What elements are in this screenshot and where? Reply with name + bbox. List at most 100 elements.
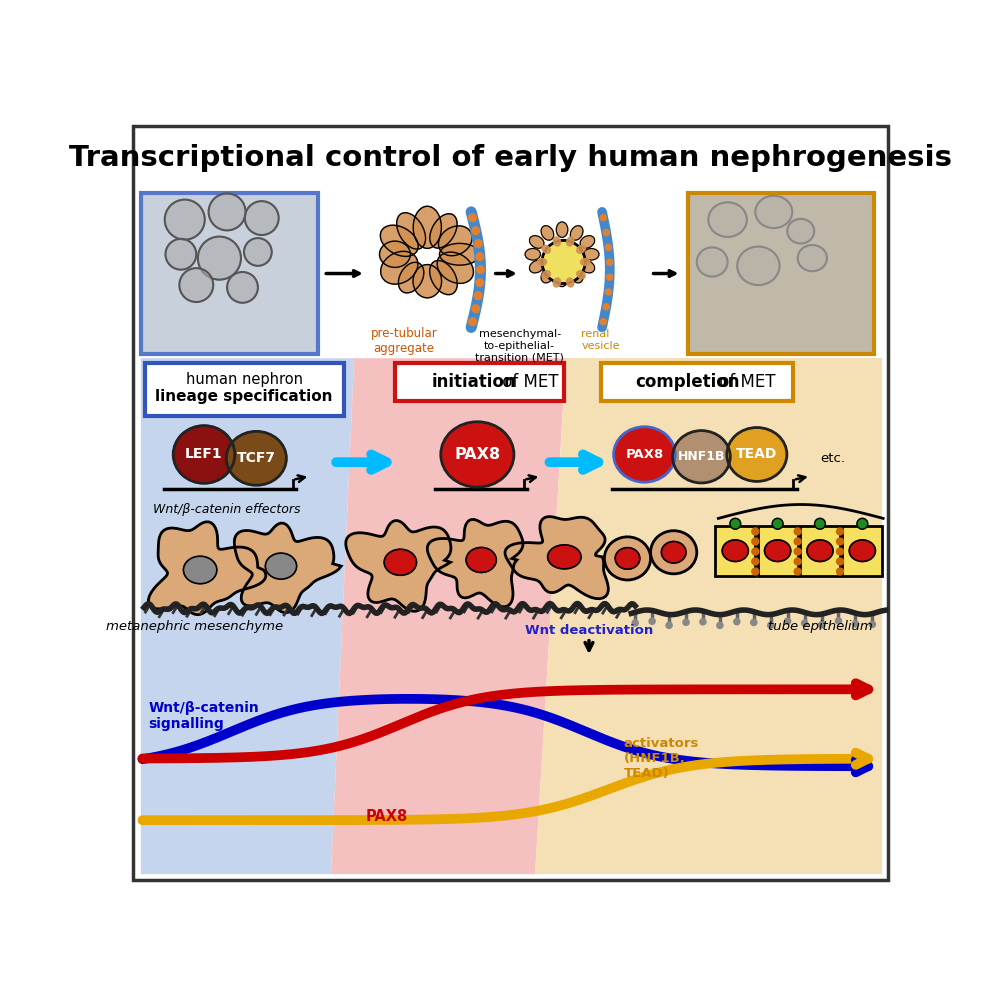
Text: PAX8: PAX8 [366,809,408,824]
Polygon shape [427,520,523,607]
Ellipse shape [765,540,791,562]
Circle shape [607,274,613,280]
Ellipse shape [581,259,590,266]
Ellipse shape [439,243,480,265]
Circle shape [179,268,213,302]
Ellipse shape [430,214,457,248]
Circle shape [794,538,801,545]
Ellipse shape [538,259,547,266]
Circle shape [604,229,610,236]
Ellipse shape [727,427,787,481]
FancyBboxPatch shape [800,526,840,576]
Circle shape [472,227,479,234]
FancyBboxPatch shape [758,526,798,576]
Circle shape [819,622,825,628]
Ellipse shape [755,196,792,228]
Ellipse shape [379,241,410,267]
Circle shape [853,621,859,626]
Circle shape [227,272,258,303]
Circle shape [476,266,484,274]
Ellipse shape [525,248,541,260]
Circle shape [837,548,844,555]
Ellipse shape [548,545,581,569]
Circle shape [666,622,672,628]
Ellipse shape [571,226,583,240]
Ellipse shape [697,247,728,277]
Polygon shape [140,359,355,874]
Ellipse shape [556,271,568,287]
Circle shape [785,619,791,624]
Circle shape [700,619,706,624]
Ellipse shape [466,548,496,573]
Ellipse shape [380,251,418,284]
Circle shape [469,318,476,326]
Ellipse shape [605,537,650,580]
Circle shape [794,558,801,565]
Ellipse shape [173,425,235,483]
Circle shape [601,214,607,221]
Text: of MET: of MET [714,374,775,391]
Circle shape [752,558,759,565]
Text: etc.: etc. [820,452,845,465]
Circle shape [815,518,826,529]
Text: LEF1: LEF1 [185,447,223,461]
Circle shape [604,304,610,310]
Text: Wnt deactivation: Wnt deactivation [525,623,653,637]
Text: renal
vesicle: renal vesicle [582,329,620,351]
Circle shape [683,620,689,625]
Circle shape [198,237,241,280]
Circle shape [476,279,484,287]
Circle shape [772,518,783,529]
Polygon shape [535,359,881,874]
Polygon shape [148,522,266,615]
FancyBboxPatch shape [715,526,755,576]
Ellipse shape [577,271,586,279]
Circle shape [606,244,612,250]
Ellipse shape [265,553,297,579]
Ellipse shape [183,556,217,584]
Ellipse shape [584,248,599,260]
Polygon shape [346,521,451,612]
Ellipse shape [807,540,833,562]
FancyBboxPatch shape [843,526,882,576]
Circle shape [542,240,585,284]
Circle shape [794,568,801,575]
Circle shape [857,518,868,529]
Ellipse shape [672,430,730,483]
Circle shape [649,619,655,624]
Ellipse shape [530,236,544,248]
Text: PAX8: PAX8 [454,447,500,462]
Circle shape [469,214,476,221]
Ellipse shape [384,549,416,576]
Bar [687,192,873,355]
Ellipse shape [541,268,554,283]
Ellipse shape [580,260,595,273]
Ellipse shape [616,548,639,569]
Text: human nephron: human nephron [185,373,303,387]
FancyBboxPatch shape [144,363,345,416]
Circle shape [768,622,774,628]
Circle shape [837,538,844,545]
Polygon shape [505,517,609,599]
Text: activators
(HNF1B,
TEAD): activators (HNF1B, TEAD) [623,737,699,780]
Circle shape [208,193,246,230]
Circle shape [245,201,279,235]
Ellipse shape [413,265,441,298]
Text: of MET: of MET [497,374,558,391]
Ellipse shape [577,245,586,253]
Circle shape [164,199,205,240]
Ellipse shape [787,219,814,243]
FancyBboxPatch shape [602,363,793,400]
Text: TCF7: TCF7 [237,451,276,465]
Circle shape [632,620,638,626]
Ellipse shape [530,260,544,273]
Ellipse shape [413,206,441,248]
Ellipse shape [580,236,595,248]
Ellipse shape [438,226,472,256]
Text: Transcriptional control of early human nephrogenesis: Transcriptional control of early human n… [69,144,952,172]
Text: TEAD: TEAD [736,447,778,461]
Circle shape [751,620,757,625]
Polygon shape [331,359,566,874]
Ellipse shape [567,278,574,287]
Circle shape [836,618,842,623]
